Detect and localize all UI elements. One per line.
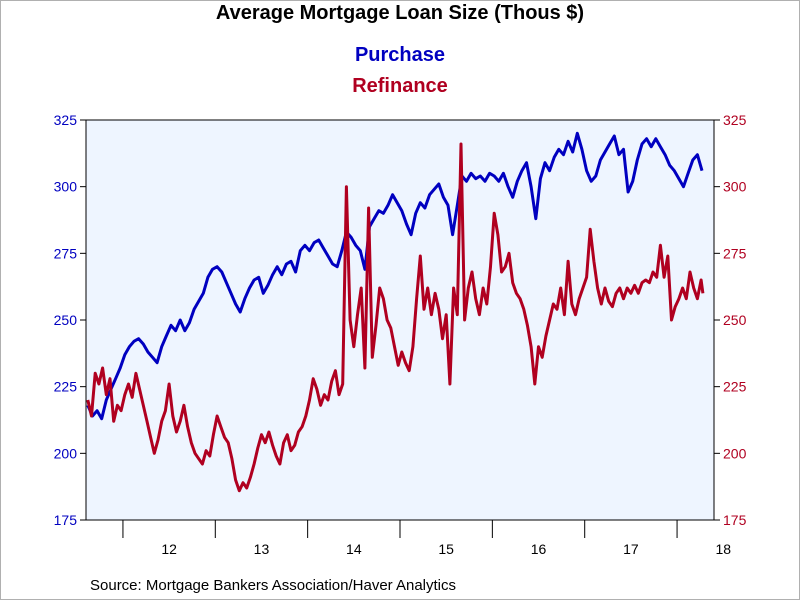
x-tick-label: 16 xyxy=(531,541,547,557)
y-tick-label-right: 300 xyxy=(723,179,747,195)
legend-purchase: Purchase xyxy=(354,44,446,66)
x-tick-label: 14 xyxy=(346,541,362,557)
x-tick-label: 18 xyxy=(715,541,731,557)
y-tick-label-left: 225 xyxy=(54,379,78,395)
x-tick-label: 15 xyxy=(438,541,454,557)
y-tick-label-left: 175 xyxy=(54,512,78,528)
x-tick-label: 17 xyxy=(623,541,639,557)
source-note: Source: Mortgage Bankers Association/Hav… xyxy=(90,577,457,594)
y-tick-label-left: 325 xyxy=(54,112,78,128)
x-tick-label: 12 xyxy=(161,541,177,557)
chart-title: Average Mortgage Loan Size (Thous $) xyxy=(215,2,585,24)
y-tick-label-right: 200 xyxy=(723,445,747,461)
series-refinance-line xyxy=(86,142,705,493)
y-tick-label-right: 325 xyxy=(723,112,747,128)
y-tick-label-left: 300 xyxy=(54,179,78,195)
y-tick-label-left: 200 xyxy=(54,445,78,461)
y-tick-label-right: 225 xyxy=(723,379,747,395)
series-purchase-line xyxy=(86,131,704,421)
y-tick-label-right: 250 xyxy=(723,312,747,328)
y-tick-label-right: 175 xyxy=(723,512,747,528)
y-tick-label-right: 275 xyxy=(723,245,747,261)
x-tick-label: 13 xyxy=(254,541,270,557)
legend-refinance: Refinance xyxy=(352,75,448,97)
y-tick-label-left: 275 xyxy=(54,245,78,261)
y-tick-label-left: 250 xyxy=(54,312,78,328)
